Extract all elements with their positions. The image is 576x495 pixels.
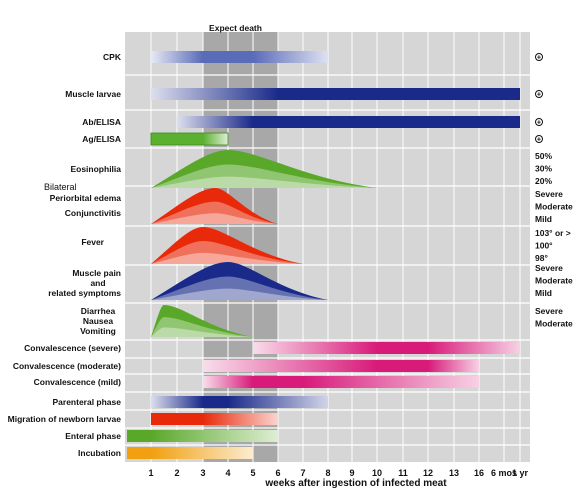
bar-enteral-phase bbox=[127, 430, 278, 442]
row-label: Muscle pain bbox=[72, 268, 121, 278]
level-label: Severe bbox=[535, 189, 563, 199]
level-label: Moderate bbox=[535, 276, 573, 286]
row-label: Fever bbox=[81, 237, 104, 247]
row-label: Incubation bbox=[78, 448, 121, 458]
row-label: Ab/ELISA bbox=[82, 117, 121, 127]
level-label: Severe bbox=[535, 306, 563, 316]
bar-incubation bbox=[127, 447, 253, 459]
row-label: Eosinophilia bbox=[70, 164, 121, 174]
positive-marker bbox=[535, 53, 543, 61]
row-label: Migration of newborn larvae bbox=[8, 414, 122, 424]
area-periorbital-edema-2 bbox=[151, 213, 278, 224]
x-tick-label: 8 bbox=[325, 468, 330, 478]
row-label: Periorbital edema bbox=[50, 193, 122, 203]
x-tick-label: 6 mos bbox=[491, 468, 517, 478]
positive-marker bbox=[535, 135, 543, 143]
bar-ab-elisa bbox=[177, 116, 520, 128]
row-label: Nausea bbox=[83, 316, 114, 326]
bar-cpk bbox=[151, 51, 328, 63]
row-label: Enteral phase bbox=[65, 431, 121, 441]
x-tick-label: 11 bbox=[398, 468, 408, 478]
x-tick-label: 4 bbox=[225, 468, 230, 478]
row-label: related symptoms bbox=[48, 288, 121, 298]
level-label: 20% bbox=[535, 176, 552, 186]
area-diarrhea-2 bbox=[151, 327, 253, 337]
level-label: 103° or > bbox=[535, 228, 571, 238]
bar-ag-elisa bbox=[150, 132, 229, 146]
level-label: Mild bbox=[535, 288, 552, 298]
row-label: Muscle larvae bbox=[65, 89, 121, 99]
level-label: Moderate bbox=[535, 319, 573, 329]
positive-marker-text: + bbox=[537, 118, 542, 127]
bar-convalescence-mild- bbox=[203, 376, 479, 388]
row-label: Conjunctivitis bbox=[65, 208, 121, 218]
x-axis-label: weeks after ingestion of infected meat bbox=[264, 478, 447, 489]
positive-marker bbox=[535, 118, 543, 126]
row-label: Diarrhea bbox=[81, 306, 116, 316]
positive-marker bbox=[535, 90, 543, 98]
level-label: 100° bbox=[535, 241, 553, 251]
area-muscle-pain-and-related-symptoms-2 bbox=[151, 288, 328, 300]
row-label: Parenteral phase bbox=[52, 397, 121, 407]
level-label: Mild bbox=[535, 214, 552, 224]
row-label: and bbox=[90, 278, 105, 288]
x-tick-label: 1 yr bbox=[512, 468, 529, 478]
row-label: Convalescence (severe) bbox=[24, 343, 121, 353]
level-label: 50% bbox=[535, 151, 552, 161]
x-tick-label: 9 bbox=[349, 468, 354, 478]
area-fever-2 bbox=[151, 252, 303, 264]
level-label: Severe bbox=[535, 263, 563, 273]
row-label: Convalescence (moderate) bbox=[13, 361, 121, 371]
bar-migration-of-newborn-larvae bbox=[151, 413, 278, 425]
level-label: 30% bbox=[535, 164, 552, 174]
bar-convalescence-severe- bbox=[253, 342, 520, 354]
level-label: 98° bbox=[535, 253, 548, 263]
x-tick-label: 2 bbox=[174, 468, 179, 478]
positive-marker-text: + bbox=[537, 53, 542, 62]
row-label: CPK bbox=[103, 52, 122, 62]
bar-parenteral-phase bbox=[151, 396, 328, 408]
annotation-expect-death: Expect death bbox=[209, 23, 262, 33]
x-tick-label: 5 bbox=[250, 468, 255, 478]
area-eosinophilia-2 bbox=[151, 176, 377, 188]
x-tick-label: 1 bbox=[148, 468, 153, 478]
bar-convalescence-moderate- bbox=[203, 360, 479, 372]
level-label: Moderate bbox=[535, 202, 573, 212]
positive-marker-text: + bbox=[537, 90, 542, 99]
bar-muscle-larvae bbox=[151, 88, 520, 100]
row-label: Vomiting bbox=[80, 326, 116, 336]
x-tick-label: 10 bbox=[372, 468, 382, 478]
x-tick-label: 12 bbox=[423, 468, 433, 478]
row-label: Convalescence (mild) bbox=[34, 377, 122, 387]
row-label-bilateral: Bilateral bbox=[44, 182, 77, 192]
row-label: Ag/ELISA bbox=[82, 134, 121, 144]
x-tick-label: 7 bbox=[300, 468, 305, 478]
positive-marker-text: + bbox=[537, 135, 542, 144]
x-tick-label: 6 bbox=[275, 468, 280, 478]
x-tick-label: 3 bbox=[200, 468, 205, 478]
x-tick-label: 16 bbox=[474, 468, 484, 478]
x-tick-label: 13 bbox=[449, 468, 459, 478]
